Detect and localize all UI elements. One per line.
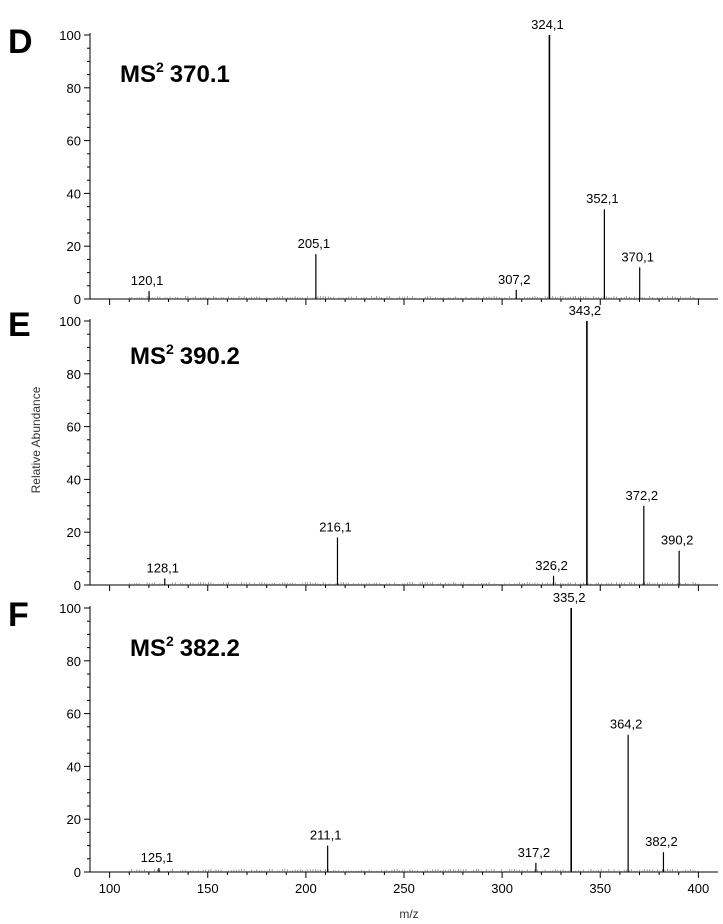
y-tick-label: 60 (67, 134, 81, 149)
peak-label: 317,2 (518, 845, 551, 860)
peak-label: 343,2 (569, 303, 602, 318)
panel-F: 0 20 40 60 80 100 100 150 200 250 300 350 400 125,1 21… (8, 590, 718, 896)
peak-label: 125,1 (141, 850, 174, 865)
title-main: MS (130, 343, 166, 370)
x-tick-label: 100 (99, 881, 121, 896)
spectra-panels: 020406080100120,1205,1307,2324,1352,1370… (8, 17, 718, 896)
baseline-noise (129, 581, 699, 585)
panel-letter: D (8, 23, 33, 61)
peak-label: 324,1 (531, 17, 564, 32)
x-tick-label: 150 (197, 881, 219, 896)
peak-label: 390,2 (661, 533, 694, 548)
y-tick-label: 20 (67, 239, 81, 254)
y-tick-label: 0 (74, 292, 81, 307)
panel-letter: F (8, 596, 29, 634)
peak-label: 211,1 (310, 828, 342, 843)
peak-label: 216,1 (319, 519, 352, 534)
title-main: MS (120, 61, 156, 88)
panel-letter: E (8, 306, 31, 344)
y-axis-label: Relative Abundance (29, 386, 43, 493)
y-tick-label: 80 (67, 654, 81, 669)
x-tick-label: 300 (491, 881, 513, 896)
y-tick-label: 40 (67, 472, 81, 487)
y-tick-label: 0 (74, 865, 81, 880)
peak-label: 370,1 (621, 249, 654, 264)
x-axis-label: m/z (399, 907, 418, 921)
peak-label: 128,1 (146, 560, 179, 575)
peak-label: 352,1 (586, 191, 619, 206)
y-tick-label: 20 (67, 525, 81, 540)
y-tick-label: 40 (67, 186, 81, 201)
y-tick-label: 80 (67, 367, 81, 382)
peak-label: 205,1 (298, 236, 331, 251)
peak-label: 364,2 (610, 717, 643, 732)
title-value: 390.2 (180, 343, 240, 370)
x-tick-label: 350 (589, 881, 611, 896)
y-tick-label: 100 (59, 601, 81, 616)
y-tick-label: 40 (67, 759, 81, 774)
panel-title: MS2 390.2 (130, 341, 240, 370)
y-tick-label: 20 (67, 812, 81, 827)
panel-E: 0 20 40 60 80 100 128,1 216,1 326,2 343,2 372,2 390… (8, 303, 718, 593)
x-tick-label: 400 (688, 881, 710, 896)
baseline-noise (129, 295, 699, 299)
title-main: MS (130, 635, 166, 662)
y-tick-label: 60 (67, 420, 81, 435)
x-tick-label: 250 (393, 881, 415, 896)
panel-title: MS2 382.2 (130, 633, 240, 662)
peak-label: 326,2 (535, 558, 568, 573)
title-value: 370.1 (170, 61, 230, 88)
panel-title: MS2 370.1 (120, 59, 230, 88)
title-superscript: 2 (156, 59, 164, 75)
y-tick-label: 100 (59, 28, 81, 43)
peak-label: 307,2 (498, 272, 531, 287)
title-value: 382.2 (180, 635, 240, 662)
y-tick-label: 80 (67, 81, 81, 96)
peak-label: 382,2 (645, 834, 678, 849)
x-tick-label: 200 (295, 881, 317, 896)
panel-D: 0 20 40 60 80 100 120,1 205,1 307,2 324,1 352,1 370… (8, 17, 718, 307)
y-tick-label: 60 (67, 707, 81, 722)
baseline-noise (129, 868, 699, 872)
title-superscript: 2 (166, 633, 174, 649)
peak-label: 120,1 (131, 273, 164, 288)
title-superscript: 2 (166, 341, 174, 357)
y-tick-label: 0 (74, 578, 81, 593)
peak-label: 372,2 (626, 488, 659, 503)
y-tick-label: 100 (59, 314, 81, 329)
peak-label: 335,2 (553, 590, 586, 605)
